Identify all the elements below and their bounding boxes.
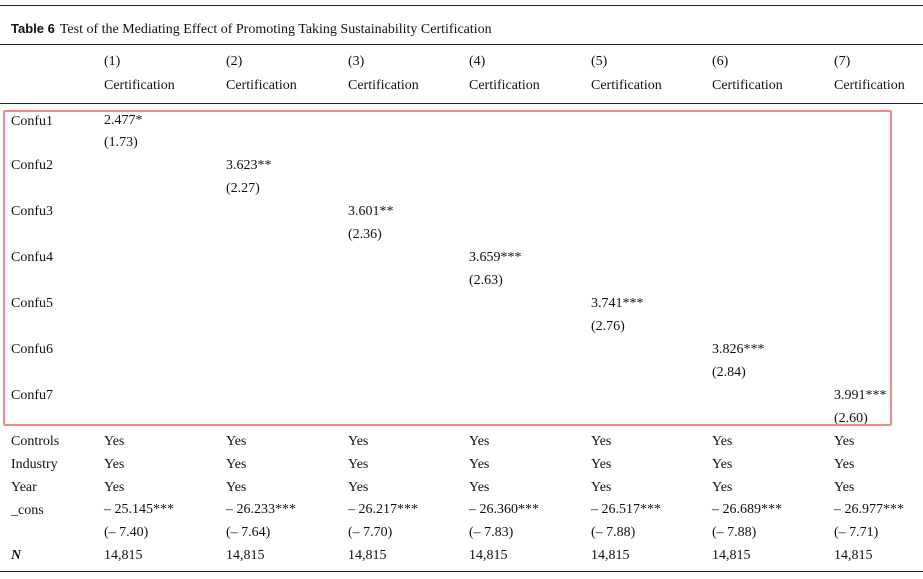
n-cell: 14,815 <box>469 548 508 563</box>
subheader-rule <box>0 103 923 104</box>
controls-cell: Yes <box>348 434 369 449</box>
cons-t-cell: (– 7.71) <box>834 525 879 540</box>
coef-cell: 3.991*** <box>834 388 887 403</box>
cons-t-cell: (– 7.40) <box>104 525 149 540</box>
controls-cell: Yes <box>591 434 612 449</box>
coef-cell: 3.601** <box>348 204 394 219</box>
coef-cell: 3.659*** <box>469 250 522 265</box>
controls-cell: Yes <box>226 434 247 449</box>
row-label-confu7: Confu7 <box>11 388 53 403</box>
cons-t-cell: (– 7.88) <box>712 525 757 540</box>
cons-t-cell: (– 7.88) <box>591 525 636 540</box>
industry-cell: Yes <box>712 457 733 472</box>
cons-t-cell: (– 7.70) <box>348 525 393 540</box>
col-header-label: Certification <box>348 78 419 93</box>
table-caption: Table 6 Test of the Mediating Effect of P… <box>11 21 492 38</box>
row-label-cons: _cons <box>11 503 44 518</box>
coef-cell: 2.477* <box>104 113 143 128</box>
controls-cell: Yes <box>712 434 733 449</box>
col-header-label: Certification <box>591 78 662 93</box>
industry-cell: Yes <box>348 457 369 472</box>
row-label-confu4: Confu4 <box>11 250 53 265</box>
tstat-cell: (2.76) <box>591 319 625 334</box>
coef-cell: 3.623** <box>226 158 272 173</box>
year-cell: Yes <box>469 480 490 495</box>
year-cell: Yes <box>226 480 247 495</box>
tstat-cell: (2.63) <box>469 273 503 288</box>
industry-cell: Yes <box>104 457 125 472</box>
col-header-num: (5) <box>591 54 608 69</box>
n-cell: 14,815 <box>712 548 751 563</box>
col-header-num: (1) <box>104 54 121 69</box>
cons-coef-cell: – 26.360*** <box>469 502 539 517</box>
row-label-year: Year <box>11 480 37 495</box>
n-cell: 14,815 <box>591 548 630 563</box>
cons-coef-cell: – 26.977*** <box>834 502 904 517</box>
top-rule <box>0 5 923 6</box>
col-header-num: (6) <box>712 54 729 69</box>
col-header-num: (2) <box>226 54 243 69</box>
industry-cell: Yes <box>591 457 612 472</box>
col-header-num: (3) <box>348 54 365 69</box>
cons-coef-cell: – 26.689*** <box>712 502 782 517</box>
col-header-label: Certification <box>469 78 540 93</box>
col-header-label: Certification <box>712 78 783 93</box>
year-cell: Yes <box>348 480 369 495</box>
cons-coef-cell: – 25.145*** <box>104 502 174 517</box>
n-cell: 14,815 <box>104 548 143 563</box>
col-header-num: (7) <box>834 54 851 69</box>
table-title: Test of the Mediating Effect of Promotin… <box>59 22 492 37</box>
row-label-confu1: Confu1 <box>11 114 53 129</box>
row-label-confu5: Confu5 <box>11 296 53 311</box>
col-header-label: Certification <box>834 78 905 93</box>
header-rule <box>0 44 923 45</box>
controls-cell: Yes <box>469 434 490 449</box>
cons-t-cell: (– 7.64) <box>226 525 271 540</box>
row-label-confu2: Confu2 <box>11 158 53 173</box>
bottom-rule <box>0 571 923 572</box>
col-header-label: Certification <box>226 78 297 93</box>
tstat-cell: (2.36) <box>348 227 382 242</box>
col-header-num: (4) <box>469 54 486 69</box>
year-cell: Yes <box>834 480 855 495</box>
year-cell: Yes <box>591 480 612 495</box>
year-cell: Yes <box>712 480 733 495</box>
row-label-confu3: Confu3 <box>11 204 53 219</box>
row-label-confu6: Confu6 <box>11 342 53 357</box>
n-cell: 14,815 <box>226 548 265 563</box>
industry-cell: Yes <box>226 457 247 472</box>
highlight-box <box>3 110 892 426</box>
cons-coef-cell: – 26.217*** <box>348 502 418 517</box>
year-cell: Yes <box>104 480 125 495</box>
industry-cell: Yes <box>469 457 490 472</box>
industry-cell: Yes <box>834 457 855 472</box>
tstat-cell: (2.84) <box>712 365 746 380</box>
cons-coef-cell: – 26.233*** <box>226 502 296 517</box>
tstat-cell: (2.27) <box>226 181 260 196</box>
coef-cell: 3.826*** <box>712 342 765 357</box>
cons-coef-cell: – 26.517*** <box>591 502 661 517</box>
controls-cell: Yes <box>834 434 855 449</box>
tstat-cell: (1.73) <box>104 135 138 150</box>
tstat-cell: (2.60) <box>834 411 868 426</box>
col-header-label: Certification <box>104 78 175 93</box>
row-label-industry: Industry <box>11 457 58 472</box>
row-label-controls: Controls <box>11 434 60 449</box>
row-label-n: N <box>11 548 22 563</box>
coef-cell: 3.741*** <box>591 296 644 311</box>
n-cell: 14,815 <box>834 548 873 563</box>
cons-t-cell: (– 7.83) <box>469 525 514 540</box>
n-cell: 14,815 <box>348 548 387 563</box>
table-label: Table 6 <box>11 21 55 36</box>
controls-cell: Yes <box>104 434 125 449</box>
